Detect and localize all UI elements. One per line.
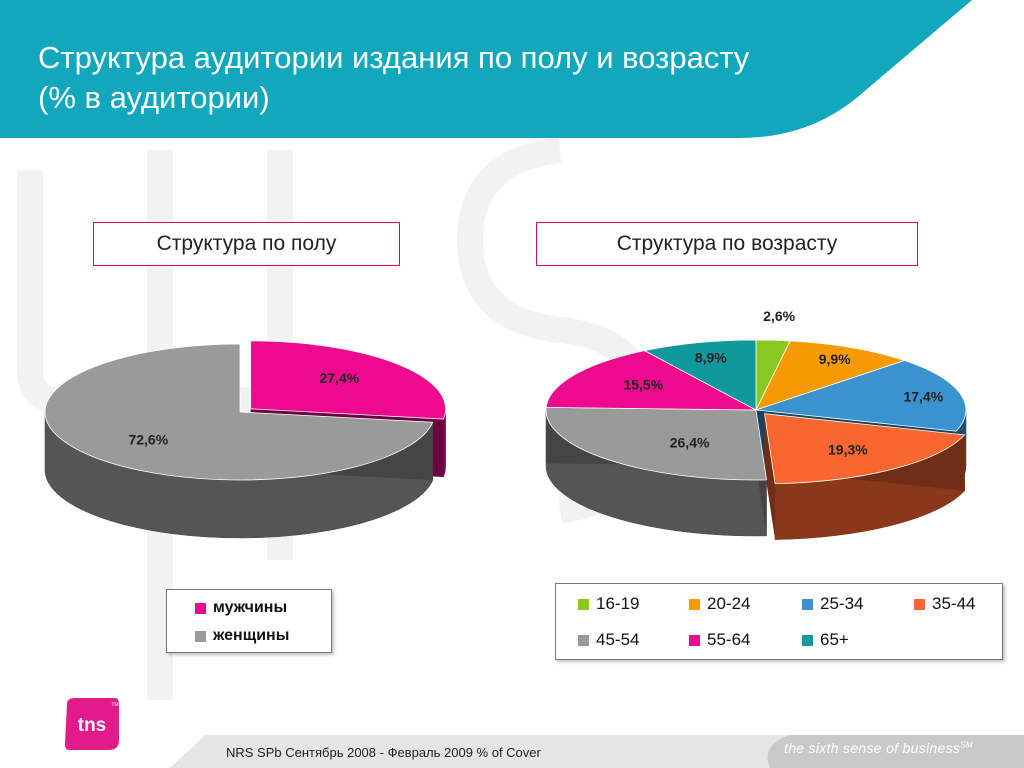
tagline-mark: SM bbox=[960, 740, 973, 750]
tns-logo: tns TM bbox=[65, 698, 119, 750]
page-title-line2: (% в аудитории) bbox=[38, 80, 270, 115]
legend-swatch-25-34 bbox=[802, 598, 813, 610]
age-label-55-64: 15,5% bbox=[623, 376, 663, 392]
age-label-20-24: 9,9% bbox=[819, 351, 851, 367]
legend-swatch-35-44 bbox=[914, 598, 925, 610]
footer-accent bbox=[767, 735, 1024, 768]
legend-label-women: женщины bbox=[213, 627, 290, 644]
gender-pie-chart: 27,4% 72,6% bbox=[44, 340, 446, 539]
tagline-text: the sixth sense of business bbox=[784, 740, 961, 756]
legend-item-35-44: 35-44 bbox=[914, 594, 975, 614]
legend-item-55-64: 55-64 bbox=[689, 630, 750, 650]
age-label-25-34: 17,4% bbox=[903, 388, 943, 404]
legend-label-20-24: 20-24 bbox=[707, 594, 751, 613]
legend-item-20-24: 20-24 bbox=[689, 594, 750, 614]
age-label-35-44: 19,3% bbox=[828, 442, 868, 458]
legend-swatch-65-plus bbox=[802, 634, 813, 646]
page-title-line1: Структура аудитории издания по полу и во… bbox=[38, 40, 750, 75]
age-slice-20-24 bbox=[755, 340, 906, 411]
gender-section-title: Структура по полу bbox=[93, 222, 400, 266]
gender-legend: мужчины женщины bbox=[166, 589, 332, 653]
age-legend: 16-19 20-24 25-34 35-44 45-54 55-64 65+ bbox=[555, 583, 1003, 660]
age-pie-chart: 2,6% 9,9% 17,4% 19,3% 26,4% 15,5% 8,9% bbox=[545, 308, 967, 540]
logo-text: tns bbox=[78, 715, 107, 736]
legend-item-16-19: 16-19 bbox=[578, 594, 639, 614]
legend-item-women: женщины bbox=[195, 627, 289, 645]
legend-swatch-16-19 bbox=[578, 598, 589, 610]
age-slice-35-44 bbox=[764, 413, 966, 485]
age-slice-65-plus bbox=[643, 339, 757, 411]
legend-item-65-plus: 65+ bbox=[802, 630, 849, 650]
age-label-45-54: 26,4% bbox=[670, 434, 710, 450]
age-section-title: Структура по возрасту bbox=[536, 222, 918, 266]
gender-slice-мужчины bbox=[250, 340, 446, 420]
age-slice-55-64 bbox=[545, 350, 757, 411]
legend-label-35-44: 35-44 bbox=[932, 594, 976, 613]
age-label-65-plus: 8,9% bbox=[695, 350, 727, 366]
legend-swatch-20-24 bbox=[689, 598, 700, 610]
legend-label-16-19: 16-19 bbox=[596, 594, 640, 613]
legend-item-men: мужчины bbox=[195, 599, 287, 617]
gender-slice-женщины bbox=[44, 343, 434, 481]
gender-label-женщины: 72,6% bbox=[128, 431, 168, 447]
legend-item-45-54: 45-54 bbox=[578, 630, 639, 650]
age-slice-45-54 bbox=[545, 406, 768, 481]
gender-label-мужчины: 27,4% bbox=[319, 370, 359, 386]
legend-label-45-54: 45-54 bbox=[596, 630, 640, 649]
legend-swatch-men bbox=[195, 602, 206, 614]
legend-swatch-45-54 bbox=[578, 634, 589, 646]
legend-item-25-34: 25-34 bbox=[802, 594, 863, 614]
age-slice-25-34 bbox=[755, 360, 967, 432]
page-title: Структура аудитории издания по полу и во… bbox=[38, 38, 898, 118]
logo-trademark: TM bbox=[111, 702, 118, 708]
age-label-16-19: 2,6% bbox=[763, 308, 795, 324]
source-note: NRS SPb Сентябрь 2008 - Февраль 2009 % o… bbox=[226, 745, 541, 760]
header-band bbox=[0, 0, 972, 138]
legend-label-65-plus: 65+ bbox=[820, 630, 849, 649]
legend-label-25-34: 25-34 bbox=[820, 594, 864, 613]
legend-swatch-women bbox=[195, 630, 206, 642]
legend-label-55-64: 55-64 bbox=[707, 630, 751, 649]
tagline: the sixth sense of businessSM bbox=[784, 740, 973, 756]
legend-label-men: мужчины bbox=[213, 599, 288, 616]
legend-swatch-55-64 bbox=[689, 634, 700, 646]
